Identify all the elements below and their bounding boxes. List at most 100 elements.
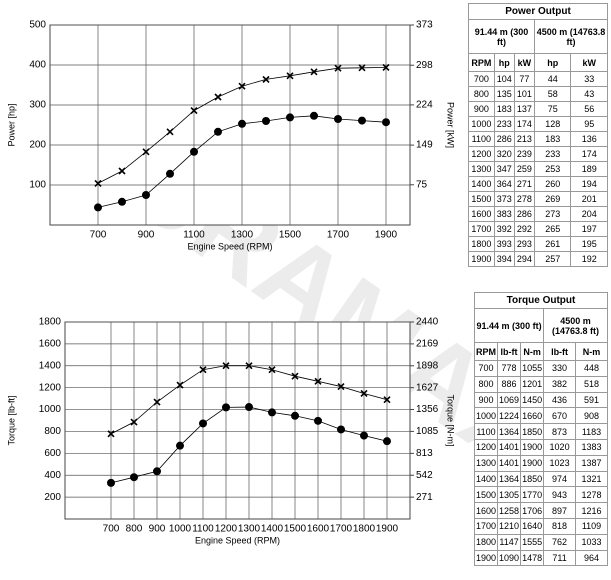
table-cell: 1660 xyxy=(520,407,545,425)
table-cell: 1100 xyxy=(468,131,495,147)
table-cell: 33 xyxy=(570,71,608,87)
y2-tick-label: 271 xyxy=(416,492,433,503)
table-cell: kW xyxy=(570,53,608,72)
table-row: 1400 1364 1850 974 1321 xyxy=(473,470,608,488)
table-cell: 886 xyxy=(497,375,522,393)
marker xyxy=(291,411,299,420)
y2-tick-label: 75 xyxy=(416,179,428,190)
table-cell: 1258 xyxy=(497,502,522,519)
marker xyxy=(199,419,207,428)
table-cell: 261 xyxy=(533,236,572,252)
plot-area xyxy=(49,24,411,226)
table-cell: 364 xyxy=(493,176,515,192)
table-cell: 1900 xyxy=(473,549,499,567)
table-cell: 591 xyxy=(575,391,608,409)
y2-tick-label: 1356 xyxy=(416,404,439,415)
table-cell: 1640 xyxy=(520,517,545,535)
table-cell: 448 xyxy=(575,360,608,377)
marker xyxy=(190,107,198,115)
table-cell: 104 xyxy=(493,71,515,87)
table-cell: 4500 m (14763.8 ft) xyxy=(533,19,609,54)
x-tick-label: 700 xyxy=(103,524,120,535)
table-cell: 436 xyxy=(543,391,577,409)
y-tick-label: 500 xyxy=(29,20,46,31)
marker xyxy=(238,119,246,128)
x-tick-label: 1500 xyxy=(284,524,307,535)
table-cell: 1023 xyxy=(543,454,577,472)
y2-axis-label: Power [kW] xyxy=(446,102,456,148)
table-cell: 1210 xyxy=(497,517,522,535)
table-row: 1100 1364 1850 873 1183 xyxy=(473,423,608,440)
table-row: 1600 1258 1706 897 1216 xyxy=(473,502,608,519)
marker xyxy=(268,408,276,417)
table-cell: 201 xyxy=(570,191,608,207)
marker xyxy=(222,403,230,412)
table-cell: 293 xyxy=(513,236,535,252)
table-row: 1900 394 294 257 192 xyxy=(468,251,608,267)
table-cell: 1069 xyxy=(497,391,522,409)
table-row: 1300 347 259 253 189 xyxy=(468,161,608,177)
marker xyxy=(222,362,230,370)
table-cell: 818 xyxy=(543,517,577,535)
table-row: 700 778 1055 330 448 xyxy=(473,360,608,377)
y-tick-label: 600 xyxy=(44,448,61,459)
table-cell: 91.44 m (300 ft) xyxy=(473,308,545,343)
table-cell: hp xyxy=(493,53,515,72)
table-row: 1700 392 292 265 197 xyxy=(468,221,608,237)
table-row: 1900 1090 1478 711 964 xyxy=(473,549,608,567)
x-tick-label: 1100 xyxy=(183,230,205,241)
table-cell: 1055 xyxy=(520,360,545,377)
table-cell: 1200 xyxy=(468,146,495,162)
marker xyxy=(176,381,184,389)
marker xyxy=(358,64,366,72)
marker xyxy=(199,366,207,374)
table-cell: 233 xyxy=(533,146,572,162)
table-cell: 908 xyxy=(575,407,608,425)
marker xyxy=(334,64,342,72)
table-cell: 1216 xyxy=(575,502,608,519)
table-cell: 174 xyxy=(513,116,535,132)
table-cell: 1090 xyxy=(497,549,522,567)
table-cell: 1300 xyxy=(473,454,499,472)
x-tick-label: 1700 xyxy=(330,524,353,535)
table-cell: 1183 xyxy=(575,423,608,440)
table-cell: 136 xyxy=(570,131,608,147)
table-cell: 1200 xyxy=(473,438,499,456)
table-cell: 253 xyxy=(533,161,572,177)
table-row: 1400 364 271 260 194 xyxy=(468,176,608,192)
x-tick-label: 1100 xyxy=(192,524,214,535)
table-row: 1000 1224 1660 670 908 xyxy=(473,407,608,425)
marker xyxy=(382,63,390,71)
table-cell: 1600 xyxy=(473,502,499,519)
table-cell: 4500 m (14763.8 ft) xyxy=(543,308,608,343)
table-row: 1300 1401 1900 1023 1387 xyxy=(473,454,608,472)
table-cell: 269 xyxy=(533,191,572,207)
x-axis-label: Engine Speed (RPM) xyxy=(187,241,272,251)
marker xyxy=(190,147,198,156)
y2-tick-label: 298 xyxy=(416,60,433,71)
table-cell: 1900 xyxy=(468,251,495,267)
table-cell: kW xyxy=(513,53,535,72)
table-cell: 1706 xyxy=(520,502,545,519)
y2-tick-label: 2169 xyxy=(416,339,439,350)
table-row: 1700 1210 1640 818 1109 xyxy=(473,517,608,535)
table-cell: 204 xyxy=(570,206,608,222)
marker xyxy=(130,418,138,426)
table-cell: 183 xyxy=(493,101,515,117)
marker xyxy=(142,191,150,199)
y-tick-label: 400 xyxy=(29,60,46,71)
table-cell: lb-ft xyxy=(497,342,522,361)
y-tick-label: 800 xyxy=(44,426,61,437)
marker xyxy=(262,117,270,125)
table-cell: 373 xyxy=(493,191,515,207)
table-cell: 900 xyxy=(468,101,495,117)
y-axis-label: Torque [lb-ft] xyxy=(6,395,16,445)
table-cell: 964 xyxy=(575,549,608,567)
table-cell: 1600 xyxy=(468,206,495,222)
y2-axis-label: Torque [N-m] xyxy=(446,394,456,446)
table-cell: 183 xyxy=(533,131,572,147)
table-cell: 1364 xyxy=(497,470,522,488)
table-cell: 137 xyxy=(513,101,535,117)
marker xyxy=(238,82,246,90)
